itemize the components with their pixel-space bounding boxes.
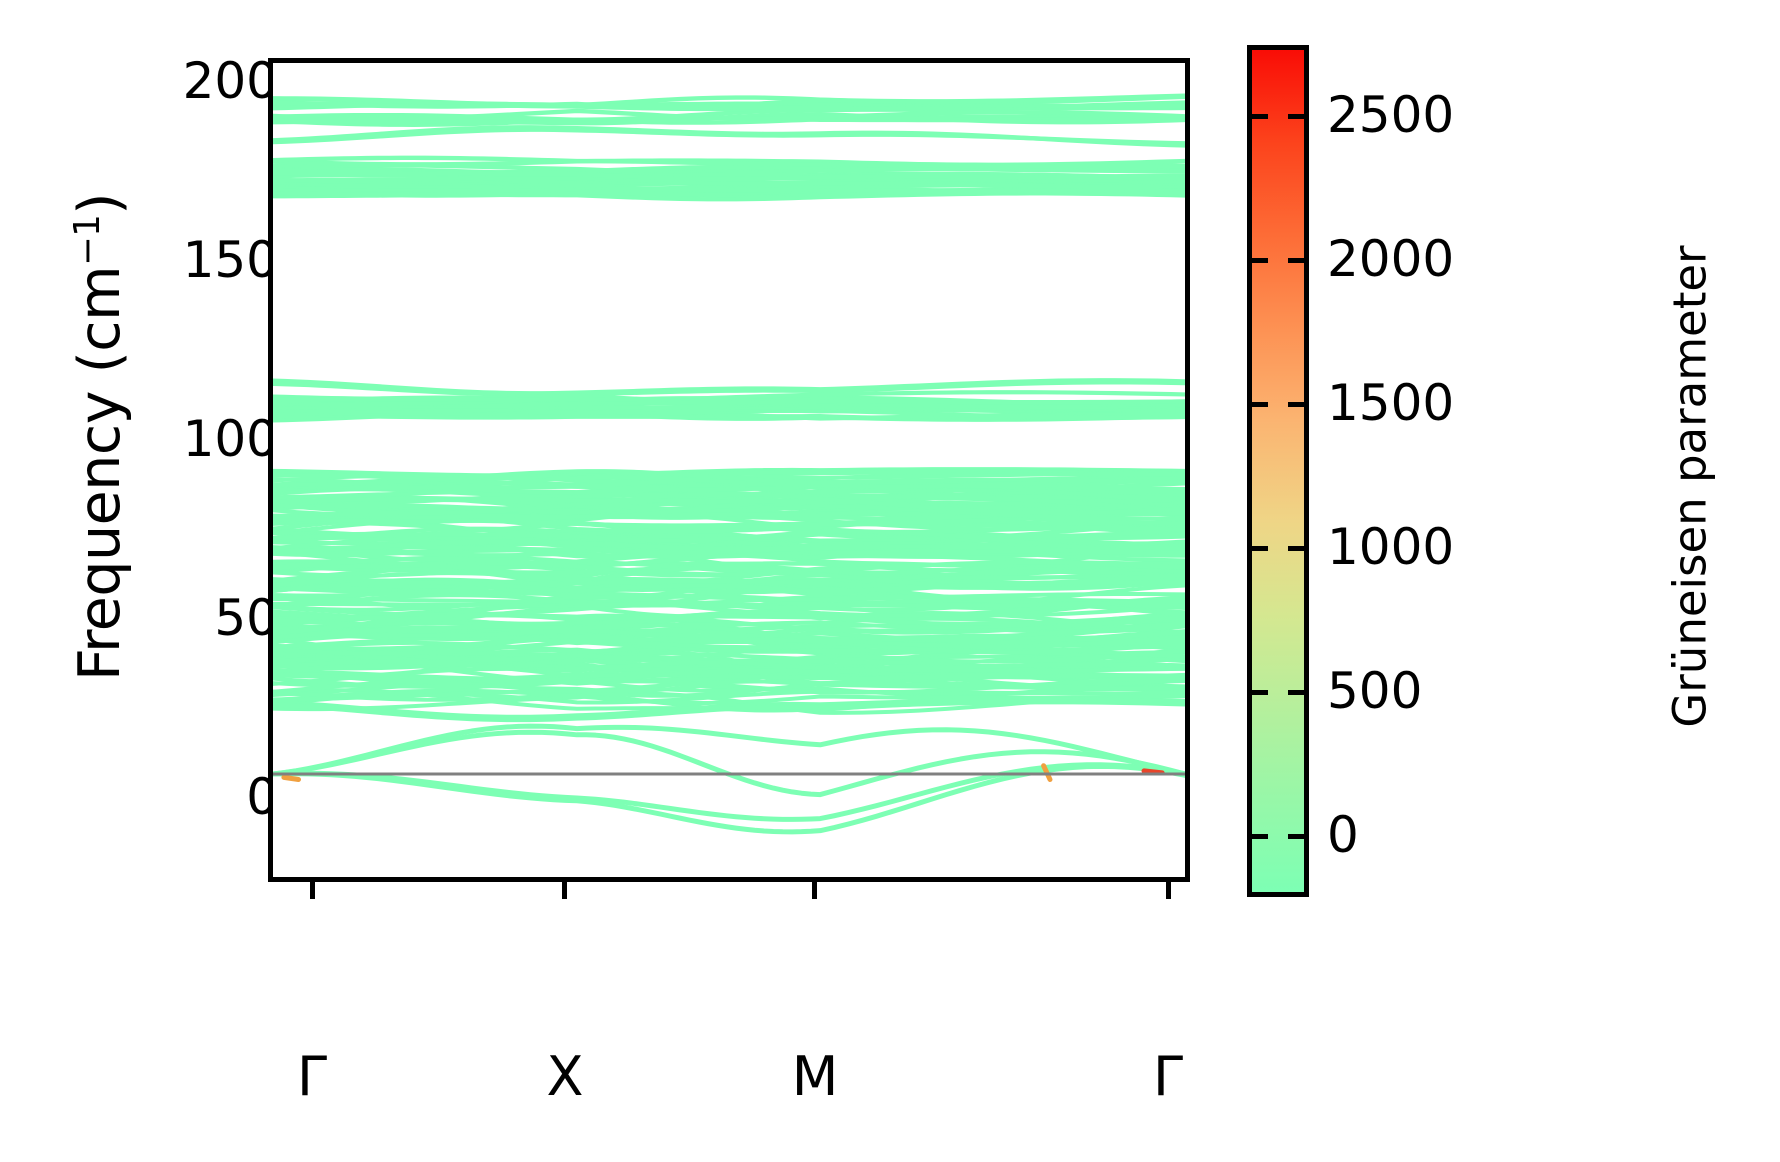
colorbar-tick-mark-0-right — [1288, 834, 1304, 839]
phonon-bands-plot — [273, 93, 1185, 835]
plot-area — [268, 58, 1190, 882]
colorbar-tick-mark-500-right — [1288, 690, 1304, 695]
x-tick-mark-x — [562, 877, 567, 899]
colorbar-tick-mark-1000-right — [1288, 546, 1304, 551]
y-tick-label-50: 50 — [214, 589, 278, 647]
colorbar-tick-mark-2500-right — [1288, 114, 1304, 119]
y-axis-label-paren: ) — [67, 193, 133, 215]
y-tick-label-150: 150 — [182, 231, 278, 289]
colorbar-tick-mark-2500-left — [1252, 114, 1268, 119]
x-tick-mark-gamma-right — [1166, 877, 1171, 899]
x-tick-mark-m — [812, 877, 817, 899]
x-tick-label-m: M — [791, 1045, 839, 1108]
x-tick-label-gamma-left: Γ — [296, 1045, 328, 1108]
y-tick-label-200: 200 — [182, 52, 278, 110]
y-tick-label-0: 0 — [246, 768, 278, 826]
colorbar-tick-mark-2000-right — [1288, 258, 1304, 263]
colorbar-tick-label-1500: 1500 — [1327, 374, 1455, 432]
colorbar-tick-mark-0-left — [1252, 834, 1268, 839]
colorbar-tick-label-2500: 2500 — [1327, 86, 1455, 144]
x-tick-mark-gamma-left — [310, 877, 315, 899]
colorbar-label: Grüneisen parameter — [1663, 245, 1717, 728]
colorbar-tick-mark-1000-left — [1252, 546, 1268, 551]
x-tick-label-gamma-right: Γ — [1152, 1045, 1184, 1108]
colorbar-tick-mark-1500-left — [1252, 402, 1268, 407]
y-tick-label-100: 100 — [182, 410, 278, 468]
colorbar-tick-label-500: 500 — [1327, 662, 1423, 720]
colorbar-tick-mark-1500-right — [1288, 402, 1304, 407]
colorbar-tick-label-0: 0 — [1327, 806, 1359, 864]
colorbar-tick-mark-2000-left — [1252, 258, 1268, 263]
colorbar-gradient — [1247, 45, 1309, 897]
colorbar-tick-mark-500-left — [1252, 690, 1268, 695]
colorbar-tick-label-1000: 1000 — [1327, 518, 1455, 576]
x-tick-label-x: X — [546, 1045, 584, 1108]
colorbar-tick-label-2000: 2000 — [1327, 230, 1455, 288]
